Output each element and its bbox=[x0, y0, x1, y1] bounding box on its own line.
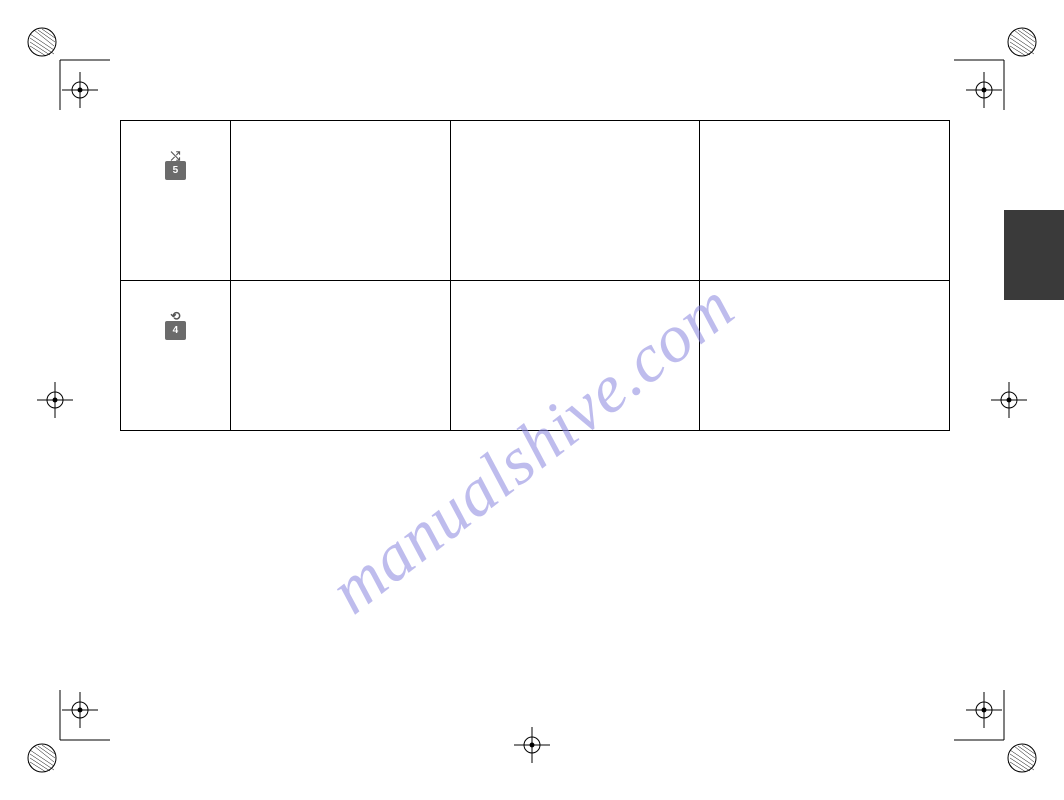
reg-mark-left bbox=[25, 370, 85, 430]
repeat-icon: ⟲ bbox=[170, 307, 180, 325]
cell-mode-2 bbox=[230, 281, 450, 431]
key-shuffle-number: 5 bbox=[173, 165, 179, 176]
reg-mark-bottom-center bbox=[502, 715, 562, 775]
cell-desc1-2 bbox=[450, 281, 700, 431]
cell-button-shuffle: ⤭ 5 bbox=[121, 121, 231, 281]
cell-desc1-1 bbox=[450, 121, 700, 281]
cell-button-repeat: ⟲ 4 bbox=[121, 281, 231, 431]
reg-mark-top-left bbox=[20, 20, 110, 110]
cell-desc2-2 bbox=[700, 281, 950, 431]
reg-mark-right bbox=[979, 370, 1039, 430]
reg-mark-top-right bbox=[954, 20, 1044, 110]
page-tab-block bbox=[1004, 210, 1064, 300]
key-shuffle: ⤭ 5 bbox=[165, 161, 187, 180]
key-repeat: ⟲ 4 bbox=[165, 321, 187, 340]
cell-mode-1 bbox=[230, 121, 450, 281]
shuffle-icon: ⤭ bbox=[171, 147, 181, 165]
feature-table: ⤭ 5 ⟲ 4 bbox=[120, 120, 950, 431]
cell-desc2-1 bbox=[700, 121, 950, 281]
reg-mark-bottom-left bbox=[20, 690, 110, 780]
key-repeat-number: 4 bbox=[173, 325, 179, 336]
reg-mark-bottom-right bbox=[954, 690, 1044, 780]
